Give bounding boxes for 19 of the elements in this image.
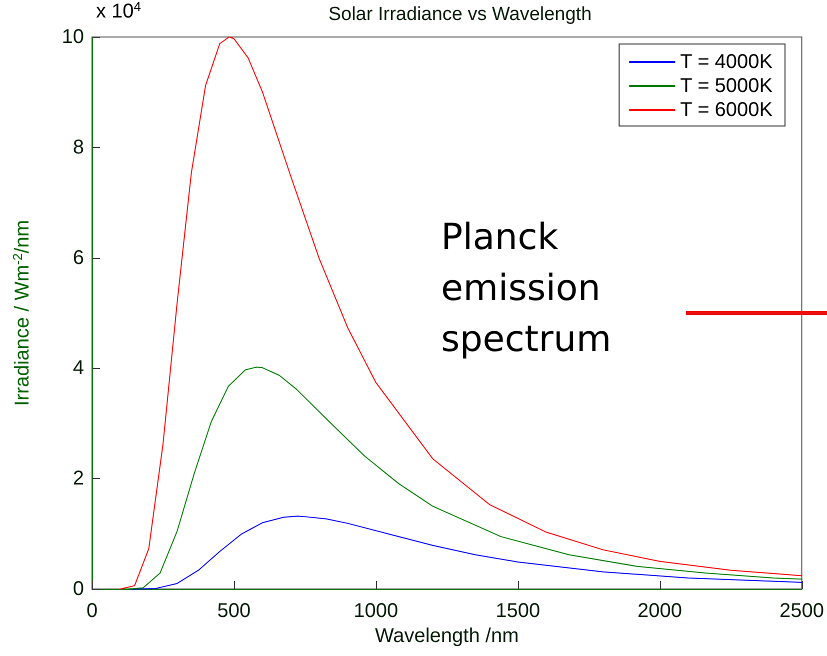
x-tick-label: 1500	[496, 600, 540, 622]
y-axis-title: Irradiance / Wm-2/nm	[10, 220, 34, 406]
chart-title: Solar Irradiance vs Wavelength	[328, 4, 592, 25]
legend-label: T = 5000K	[680, 75, 774, 97]
x-tick-label: 0	[86, 600, 98, 622]
y-tick-label: 8	[72, 136, 84, 158]
legend-label: T = 4000K	[680, 51, 774, 73]
y-tick-label: 10	[62, 26, 84, 48]
x-tick-label: 500	[217, 600, 251, 622]
x-tick-label: 1000	[354, 600, 398, 622]
annotation: Planck emission spectrum	[441, 217, 612, 360]
y-tick-label: 6	[72, 246, 84, 269]
x-axis-title: Wavelength /nm	[374, 624, 519, 647]
x-tick-label: 2500	[780, 600, 824, 622]
x-tick-label: 2000	[638, 600, 682, 622]
legend-label: T = 6000K	[680, 99, 774, 121]
y-tick-label: 2	[72, 468, 84, 490]
y-tick-label: 0	[72, 578, 84, 600]
y-tick-label: 4	[72, 357, 84, 380]
